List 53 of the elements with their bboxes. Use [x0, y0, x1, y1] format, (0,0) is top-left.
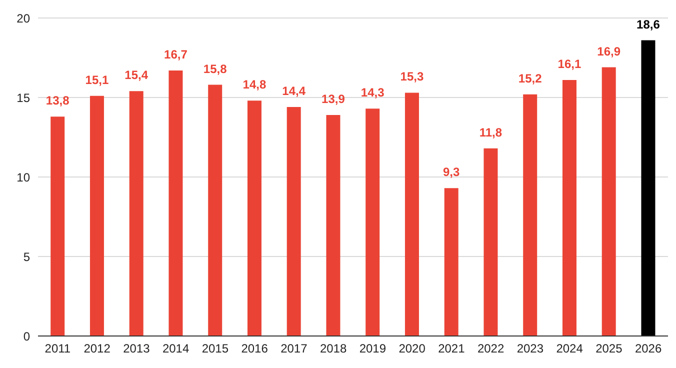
- bar: [247, 100, 262, 336]
- bar: [523, 94, 538, 336]
- y-tick-label: 20: [16, 11, 30, 26]
- bar: [168, 70, 183, 336]
- x-tick-label: 2012: [84, 342, 111, 356]
- data-label: 15,4: [124, 68, 148, 82]
- x-tick-label: 2016: [241, 342, 268, 356]
- bar: [326, 114, 340, 336]
- data-label: 16,1: [558, 57, 582, 72]
- bar: [602, 67, 616, 336]
- x-tick-label: 2014: [162, 342, 190, 356]
- x-tick-label: 2022: [477, 342, 504, 356]
- y-tick-label: 5: [23, 250, 30, 264]
- data-label: 18,6: [636, 17, 660, 32]
- x-tick-label: 2021: [438, 342, 466, 356]
- x-tick-label: 2018: [320, 342, 347, 356]
- data-label: 15,3: [400, 70, 424, 84]
- data-label: 15,1: [85, 72, 109, 87]
- x-tick-label: 2025: [596, 342, 623, 356]
- x-tick-label: 2011: [44, 342, 71, 356]
- x-tick-label: 2026: [634, 342, 662, 356]
- x-tick-label: 2015: [202, 342, 229, 356]
- data-label: 14,3: [360, 86, 385, 100]
- x-tick-label: 2024: [556, 342, 584, 356]
- y-tick-label: 15: [16, 90, 30, 105]
- x-tick-label: 2020: [398, 342, 426, 356]
- data-label: 16,9: [597, 44, 621, 58]
- y-tick-label: 0: [23, 329, 30, 344]
- bar: [286, 107, 301, 336]
- x-tick-label: 2023: [516, 342, 544, 356]
- data-label: 14,4: [282, 84, 306, 98]
- data-label: 9,3: [443, 165, 460, 180]
- bar: [208, 84, 222, 336]
- data-label: 15,2: [518, 71, 542, 86]
- bar: [404, 92, 419, 336]
- data-label: 13,8: [46, 94, 70, 108]
- data-label: 15,8: [203, 62, 228, 76]
- data-label: 14,8: [242, 78, 266, 92]
- bar: [129, 91, 144, 336]
- bar: [641, 40, 656, 336]
- x-tick-label: 2017: [280, 342, 308, 356]
- bar: [444, 188, 458, 336]
- data-label: 11,8: [479, 125, 502, 140]
- x-tick-label: 2013: [123, 342, 150, 356]
- bar: [90, 96, 104, 336]
- bar: [562, 80, 576, 336]
- bar: [366, 108, 380, 336]
- data-label: 13,9: [322, 92, 346, 106]
- y-tick-label: 10: [16, 170, 30, 184]
- data-label: 16,7: [164, 47, 188, 62]
- bar: [50, 116, 65, 336]
- bar: [484, 148, 498, 336]
- x-tick-label: 2019: [359, 342, 386, 356]
